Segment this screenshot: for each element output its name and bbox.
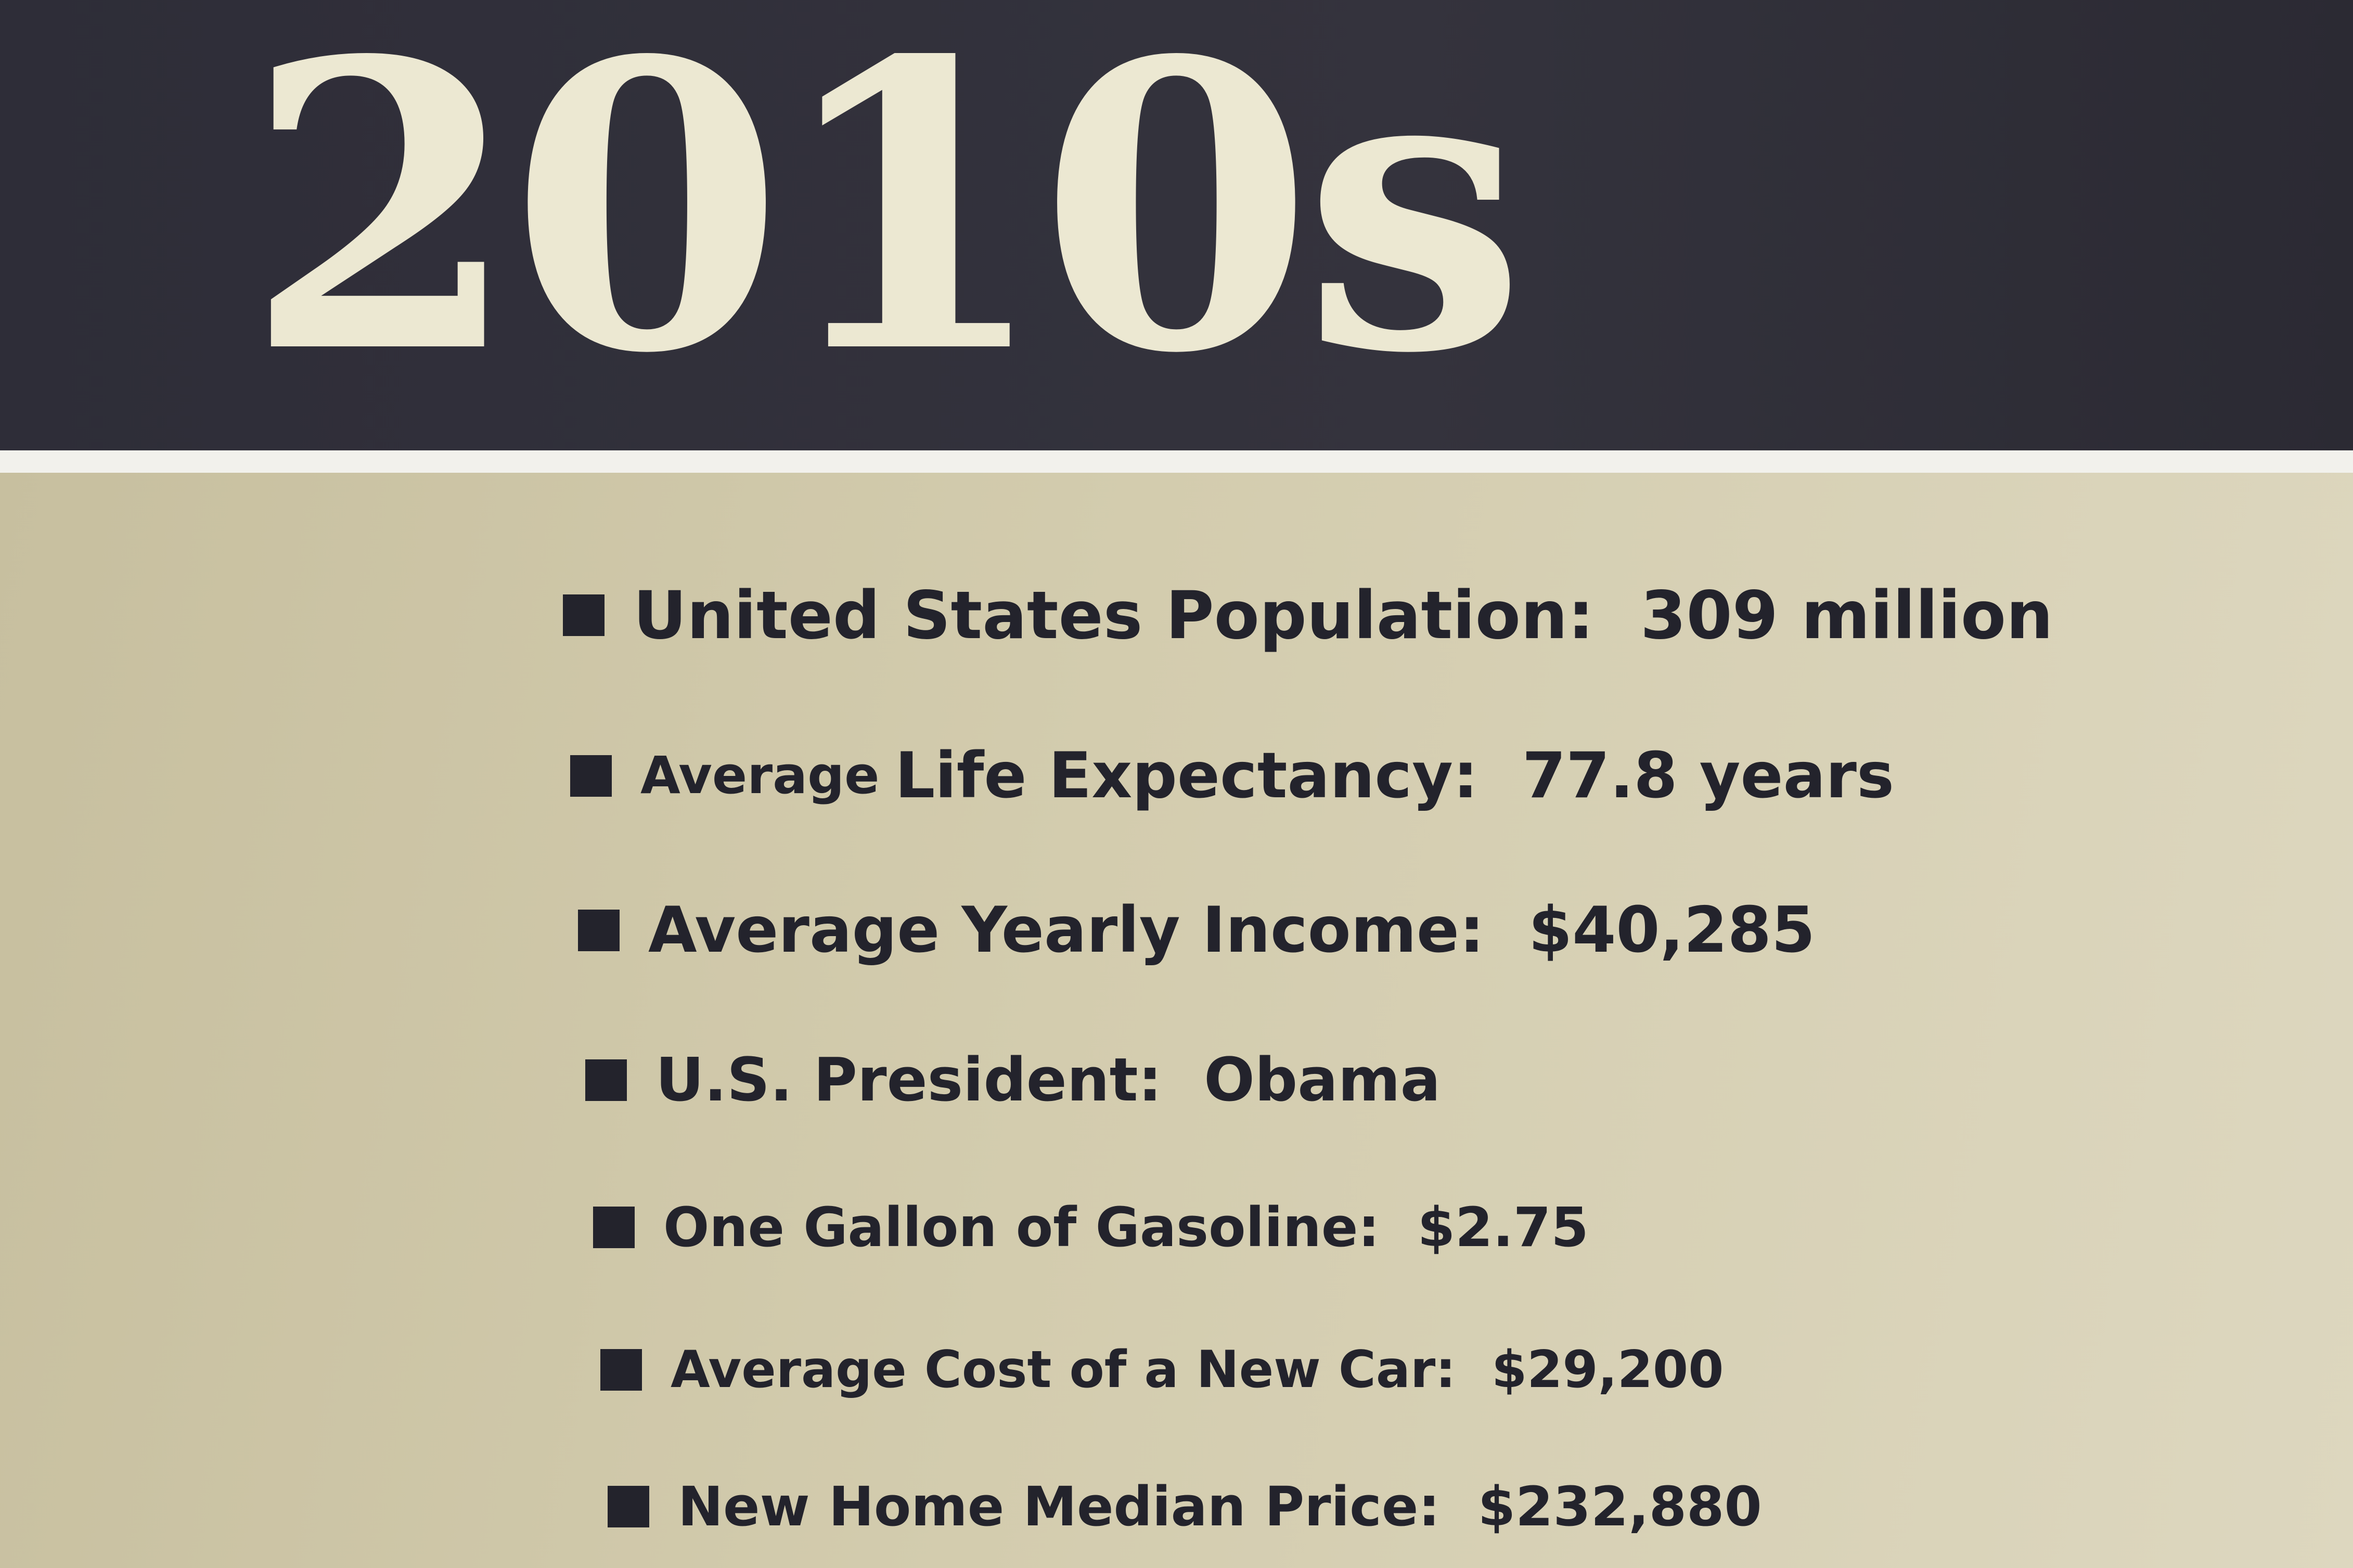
header-band [0, 0, 2353, 450]
fact-value: $232,880 [1477, 1474, 1762, 1538]
title: 2010s [245, 0, 1526, 440]
fact-row: U.S. President: Obama [585, 1044, 1441, 1116]
fact-row: Average Life Expectancy: 77.8 years [570, 738, 1894, 813]
fact-label: U.S. President: [655, 1045, 1162, 1115]
fact-value: $29,200 [1491, 1340, 1724, 1399]
bullet [570, 755, 612, 797]
fact-value: $40,285 [1528, 893, 1816, 967]
bullet [563, 594, 605, 636]
panel [0, 473, 2353, 1568]
bullet [593, 1206, 635, 1248]
fact-row: Average Cost of a New Car: $29,200 [600, 1339, 1724, 1401]
fact-label: New Home Median Price: [678, 1474, 1440, 1538]
fact-label: Average Cost of a New Car: [671, 1340, 1456, 1399]
fact-label: One Gallon of Gasoline: [663, 1195, 1380, 1259]
bullet [578, 909, 620, 951]
bullet [600, 1349, 642, 1391]
fact-label: Average Yearly Income: [648, 893, 1485, 967]
fact-value: 77.8 years [1522, 739, 1894, 813]
bullet [608, 1485, 649, 1527]
fact-row: One Gallon of Gasoline: $2.75 [593, 1195, 1589, 1260]
fact-prefix: Average [640, 746, 880, 806]
bullet [585, 1059, 627, 1101]
fact-value: 309 million [1640, 576, 2053, 654]
fact-row: New Home Median Price: $232,880 [608, 1474, 1762, 1539]
divider [0, 450, 2353, 473]
fact-label: United States Population: [633, 576, 1595, 654]
fact-row: Average Yearly Income: $40,285 [578, 892, 1815, 968]
fact-row: United States Population: 309 million [563, 576, 2053, 655]
fact-value: Obama [1204, 1045, 1441, 1115]
fact-label: Life Expectancy: [895, 739, 1478, 813]
fact-value: $2.75 [1417, 1195, 1589, 1259]
